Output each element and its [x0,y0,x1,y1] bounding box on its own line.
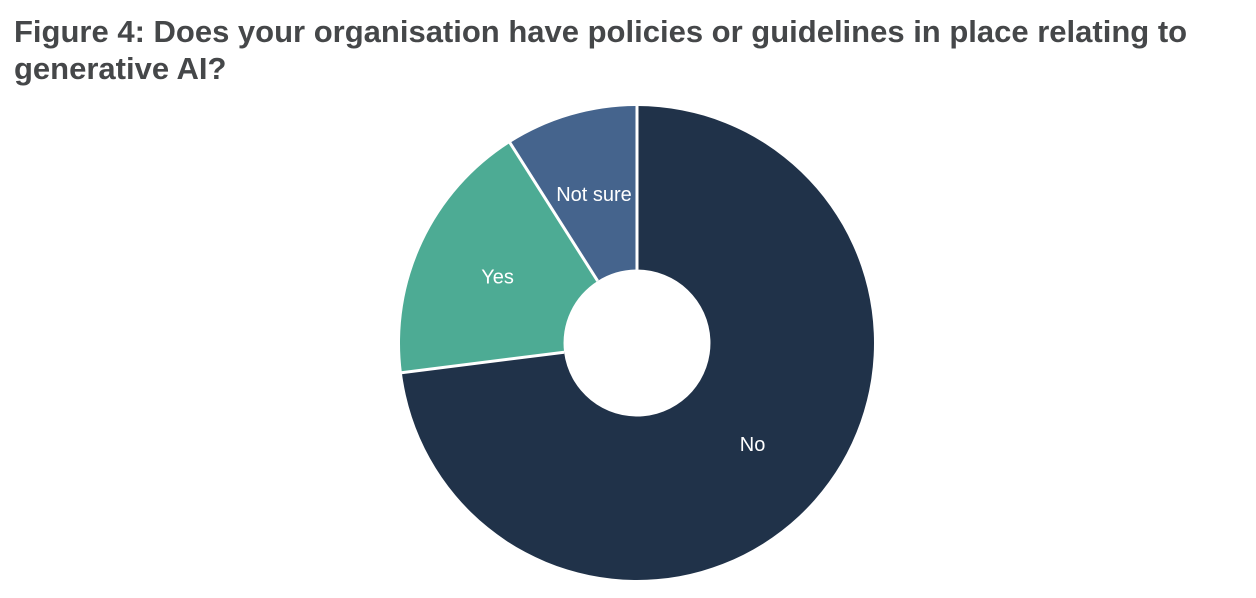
slice-label-no: No [740,434,766,456]
figure-title-line-1: Figure 4: Does your organisation have po… [14,14,1188,49]
slice-separator [401,350,565,375]
slice-label-not-sure: Not sure [556,184,632,206]
slice-label-yes: Yes [481,266,514,288]
slice-separator [508,141,599,282]
pie-slice-yes [400,142,598,373]
pie-slice-not-sure [510,106,637,281]
figure-title-line-2: generative AI? [14,51,227,86]
pie-slice-no [401,106,874,580]
figure-title: Figure 4: Does your organisation have po… [14,13,1187,87]
